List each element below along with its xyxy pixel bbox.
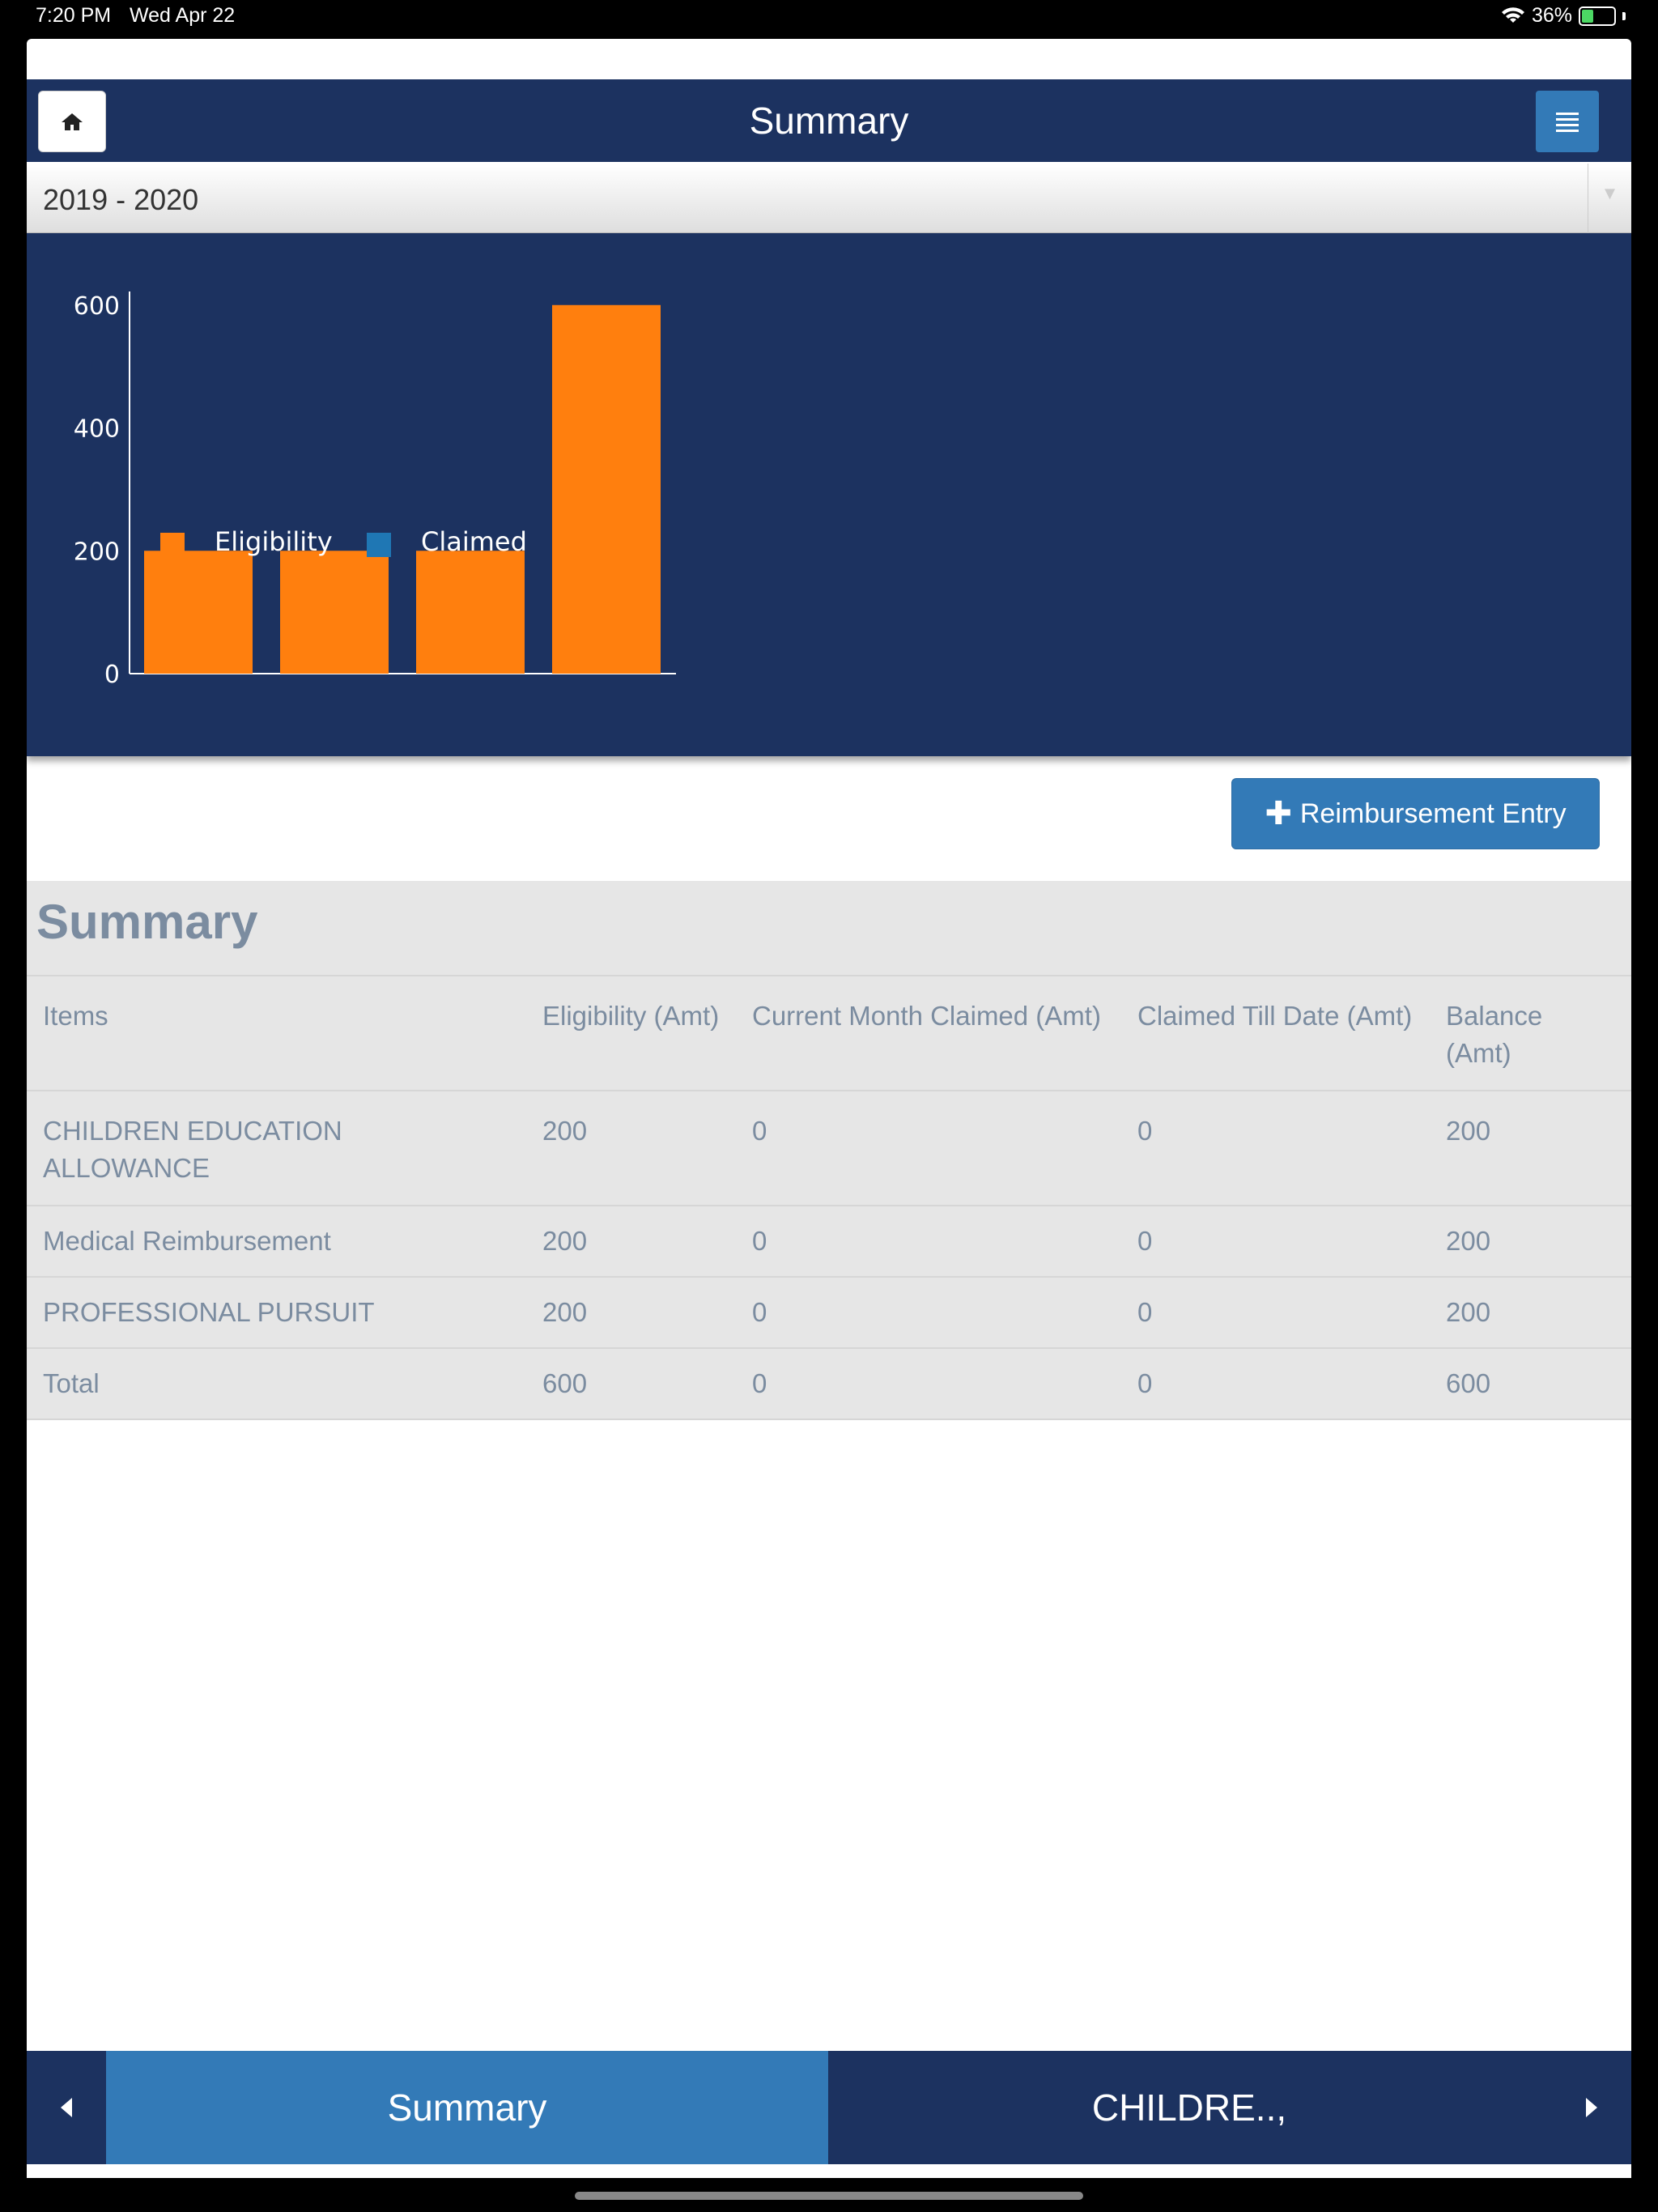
header-bar: Summary (27, 79, 1631, 162)
cell-item: CHILDREN EDUCATION ALLOWANCE (27, 1091, 526, 1206)
year-select[interactable]: 2019 - 2020 ▼ (27, 164, 1631, 233)
cell-claimed-till-date: 0 (1121, 1091, 1430, 1206)
dropdown-arrow-icon[interactable]: ▼ (1588, 164, 1631, 233)
footer-tab-bar: Summary CHILDRE.., (27, 2051, 1631, 2164)
header-claimed-till-date: Claimed Till Date (Amt) (1121, 976, 1430, 1091)
cell-eligibility: 200 (526, 1206, 736, 1278)
plus-icon: ✚ (1265, 796, 1292, 832)
table-row: Medical Reimbursement 200 0 0 200 (27, 1206, 1631, 1278)
eligibility-chart: 0 200 400 600 Eligibility Claimed (74, 291, 676, 689)
header-balance: Balance (Amt) (1430, 976, 1631, 1091)
y-tick-label: 400 (74, 415, 120, 444)
status-indicators: 36% (1501, 4, 1626, 28)
cell-balance: 200 (1430, 1206, 1631, 1278)
app-window: Summary 2019 - 2020 ▼ 0 200 400 600 Eligibil… (27, 39, 1631, 2178)
cell-balance: 600 (1430, 1348, 1631, 1420)
chart-panel: 0 200 400 600 Eligibility Claimed (27, 233, 1631, 756)
table-row: PROFESSIONAL PURSUIT 200 0 0 200 (27, 1277, 1631, 1349)
status-bar: 7:20 PM Wed Apr 22 36% (0, 0, 1658, 39)
header-current-month-claimed: Current Month Claimed (Amt) (736, 976, 1121, 1091)
menu-button[interactable] (1536, 91, 1599, 152)
cell-eligibility: 200 (526, 1091, 736, 1206)
cell-current-month-claimed: 0 (736, 1277, 1121, 1349)
battery-percent: 36% (1531, 4, 1572, 27)
home-icon (62, 113, 83, 130)
home-indicator (575, 2192, 1083, 2200)
legend-label-eligibility: Eligibility (215, 526, 333, 557)
cell-current-month-claimed: 0 (736, 1348, 1121, 1420)
cell-claimed-till-date: 0 (1121, 1348, 1430, 1420)
summary-section: Summary Items Eligibility (Amt) Current … (27, 881, 1631, 1420)
bar-eligibility (552, 304, 661, 674)
cell-current-month-claimed: 0 (736, 1206, 1121, 1278)
legend-swatch-eligibility (160, 533, 185, 557)
legend-swatch-claimed (367, 533, 391, 557)
status-date: Wed Apr 22 (130, 4, 236, 27)
home-button[interactable] (38, 91, 106, 152)
battery-cap (1622, 11, 1626, 20)
tab-summary[interactable]: Summary (106, 2051, 828, 2164)
summary-heading: Summary (27, 881, 1631, 976)
cell-balance: 200 (1430, 1277, 1631, 1349)
menu-icon (1556, 113, 1579, 132)
cell-current-month-claimed: 0 (736, 1091, 1121, 1206)
caret-right-icon (1586, 2098, 1597, 2117)
cell-claimed-till-date: 0 (1121, 1206, 1430, 1278)
summary-table: Items Eligibility (Amt) Current Month Cl… (27, 976, 1631, 1420)
bar-eligibility (144, 551, 253, 674)
header-items: Items (27, 976, 526, 1091)
cell-item: Medical Reimbursement (27, 1206, 526, 1278)
y-tick-label: 600 (74, 292, 120, 321)
cell-item: Total (27, 1348, 526, 1420)
table-total-row: Total 600 0 0 600 (27, 1348, 1631, 1420)
next-tab-button[interactable] (1552, 2051, 1631, 2164)
cell-eligibility: 200 (526, 1277, 736, 1349)
table-header-row: Items Eligibility (Amt) Current Month Cl… (27, 976, 1631, 1091)
y-tick-label: 0 (104, 661, 120, 689)
table-row: CHILDREN EDUCATION ALLOWANCE 200 0 0 200 (27, 1091, 1631, 1206)
battery-icon (1579, 6, 1616, 26)
legend-label-claimed: Claimed (421, 526, 527, 557)
status-time: 7:20 PM (36, 4, 112, 27)
y-tick-label: 200 (74, 538, 120, 566)
cell-balance: 200 (1430, 1091, 1631, 1206)
cell-item: PROFESSIONAL PURSUIT (27, 1277, 526, 1349)
bar-eligibility (416, 551, 525, 674)
page-title: Summary (749, 100, 909, 142)
reimbursement-entry-label: Reimbursement Entry (1299, 798, 1567, 829)
wifi-icon (1501, 6, 1524, 23)
cell-eligibility: 600 (526, 1348, 736, 1420)
tab-children-education[interactable]: CHILDRE.., (1091, 2087, 1287, 2129)
year-select-value: 2019 - 2020 (43, 183, 199, 216)
cell-claimed-till-date: 0 (1121, 1277, 1430, 1349)
caret-left-icon (61, 2098, 72, 2117)
bar-eligibility (280, 551, 389, 674)
header-eligibility: Eligibility (Amt) (526, 976, 736, 1091)
prev-tab-button[interactable] (27, 2051, 106, 2164)
reimbursement-entry-button[interactable]: ✚ Reimbursement Entry (1231, 778, 1600, 849)
